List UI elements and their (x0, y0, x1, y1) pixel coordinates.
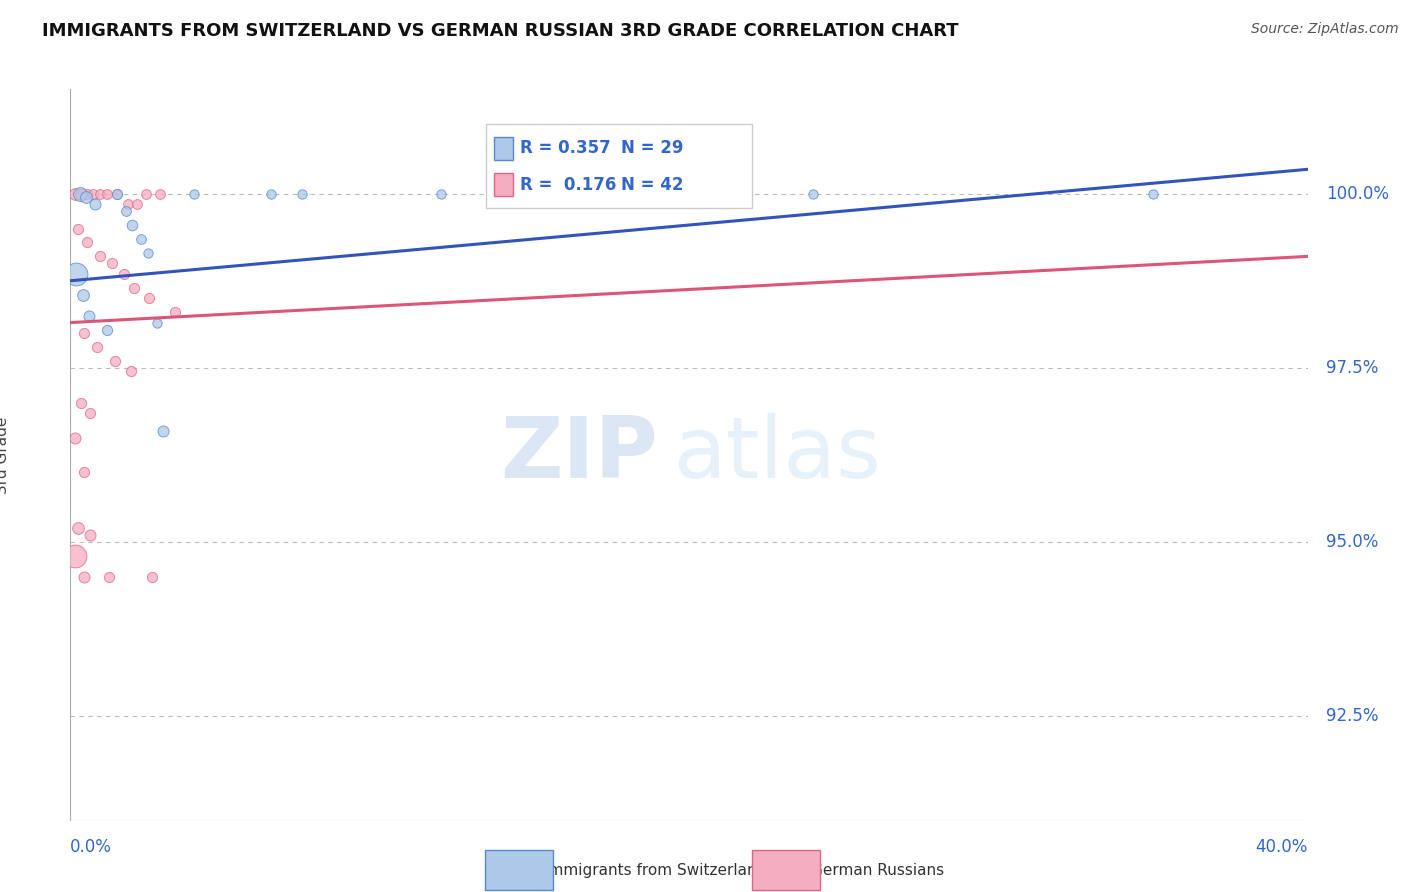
Point (141, 570, 163, 584)
Point (79, 528, 101, 542)
Point (73, 326, 96, 340)
Point (131, 232, 153, 246)
Point (69, 186, 91, 201)
Point (114, 267, 135, 281)
Point (73, 466, 96, 480)
Point (77, 309, 100, 323)
Point (149, 186, 172, 201)
Point (96, 186, 118, 201)
Point (73, 570, 96, 584)
Point (1142, 186, 1164, 201)
Point (65, 267, 87, 281)
Point (89, 249, 111, 263)
Point (67, 221, 90, 235)
Text: atlas: atlas (673, 413, 882, 497)
Point (75, 190, 97, 204)
FancyBboxPatch shape (494, 136, 513, 161)
Point (430, 186, 453, 201)
Point (121, 218, 143, 232)
Text: 40.0%: 40.0% (1256, 838, 1308, 856)
Point (89, 186, 111, 201)
Point (104, 354, 127, 368)
Text: 97.5%: 97.5% (1326, 359, 1378, 376)
Point (70, 395, 93, 409)
Text: 3rd Grade: 3rd Grade (0, 417, 10, 493)
Point (105, 186, 128, 201)
Text: ZIP: ZIP (501, 413, 658, 497)
Point (136, 246, 159, 260)
Text: R = 0.357: R = 0.357 (520, 139, 612, 157)
Text: Source: ZipAtlas.com: Source: ZipAtlas.com (1251, 22, 1399, 37)
Text: 92.5%: 92.5% (1326, 707, 1379, 725)
Point (183, 186, 205, 201)
Point (82, 186, 105, 201)
FancyBboxPatch shape (494, 173, 513, 196)
Text: IMMIGRANTS FROM SWITZERLAND VS GERMAN RUSSIAN 3RD GRADE CORRELATION CHART: IMMIGRANTS FROM SWITZERLAND VS GERMAN RU… (42, 22, 959, 40)
Text: 100.0%: 100.0% (1326, 185, 1389, 202)
Text: N = 29: N = 29 (621, 139, 683, 157)
Point (165, 305, 187, 319)
Point (115, 204, 138, 219)
Text: German Russians: German Russians (811, 863, 945, 878)
Text: N = 42: N = 42 (621, 176, 683, 194)
Text: Immigrants from Switzerland: Immigrants from Switzerland (544, 863, 766, 878)
Point (122, 281, 145, 295)
Point (146, 316, 169, 330)
Point (70, 186, 93, 201)
Point (63, 549, 86, 563)
Point (801, 186, 824, 201)
Text: 95.0%: 95.0% (1326, 533, 1378, 551)
Point (152, 424, 174, 438)
Point (63, 186, 86, 201)
Point (72, 287, 94, 301)
Point (76, 186, 98, 201)
Text: 0.0%: 0.0% (70, 838, 112, 856)
Point (260, 186, 283, 201)
Point (84, 197, 107, 211)
Point (76, 235, 98, 250)
Point (125, 197, 148, 211)
Point (120, 364, 142, 378)
Text: R =  0.176: R = 0.176 (520, 176, 617, 194)
Point (96, 322, 118, 336)
Point (79, 406, 101, 420)
Point (98, 570, 120, 584)
Point (138, 291, 160, 305)
Point (86, 340, 108, 354)
Point (291, 186, 314, 201)
Point (63, 430, 86, 444)
FancyBboxPatch shape (486, 124, 752, 208)
Point (105, 186, 128, 201)
Point (67, 521, 90, 535)
Point (117, 197, 139, 211)
Point (101, 256, 124, 270)
Point (135, 186, 157, 201)
